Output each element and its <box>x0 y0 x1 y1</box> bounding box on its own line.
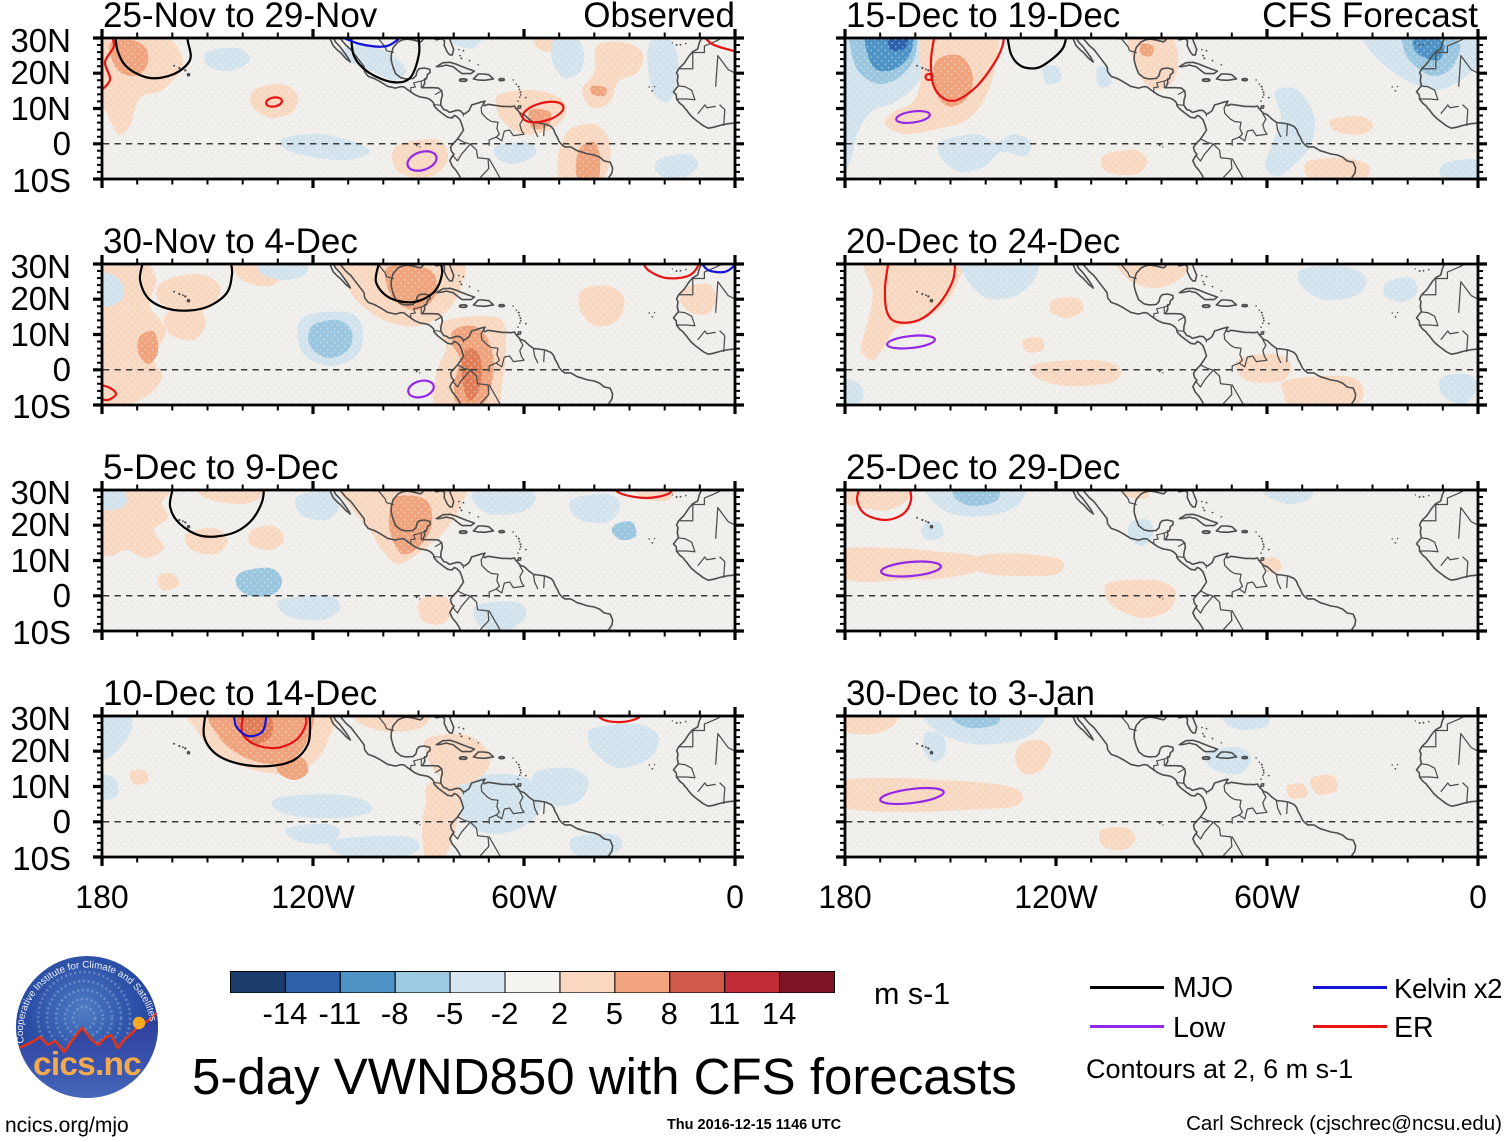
svg-text:cics.nc: cics.nc <box>33 1046 141 1083</box>
